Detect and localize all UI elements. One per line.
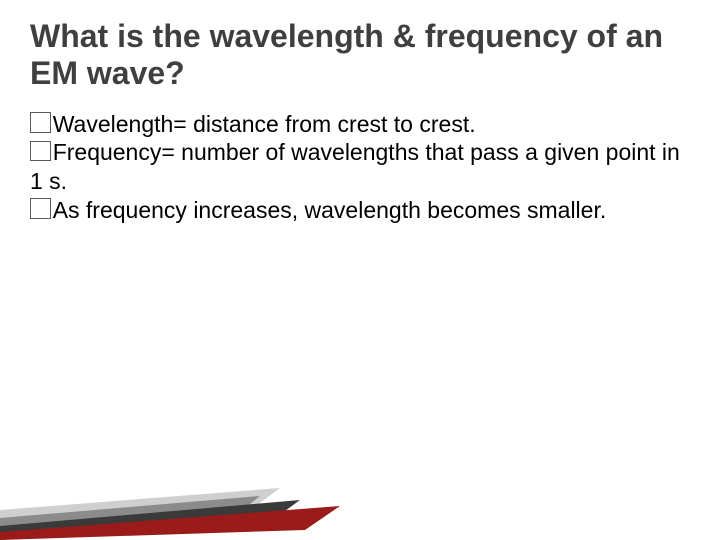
slide-container: What is the wavelength & frequency of an…	[0, 0, 720, 540]
slide-body: Wavelength= distance from crest to crest…	[30, 110, 690, 225]
corner-accent-icon	[0, 470, 360, 540]
square-bullet-icon	[30, 141, 51, 162]
accent-poly-light	[0, 488, 280, 528]
square-bullet-icon	[30, 112, 51, 133]
accent-poly-red	[0, 506, 340, 540]
bullet-item: Frequency= number of wavelengths that pa…	[30, 138, 690, 196]
bullet-text: As frequency increases, wavelength becom…	[53, 197, 607, 223]
slide-title: What is the wavelength & frequency of an…	[30, 18, 690, 92]
bullet-item: As frequency increases, wavelength becom…	[30, 196, 690, 225]
accent-poly-mid	[0, 496, 260, 532]
bullet-text: Frequency= number of wavelengths that pa…	[30, 139, 680, 194]
bullet-text: Wavelength= distance from crest to crest…	[53, 111, 476, 137]
bullet-item: Wavelength= distance from crest to crest…	[30, 110, 690, 139]
square-bullet-icon	[30, 198, 51, 219]
accent-poly-dark	[0, 500, 300, 540]
